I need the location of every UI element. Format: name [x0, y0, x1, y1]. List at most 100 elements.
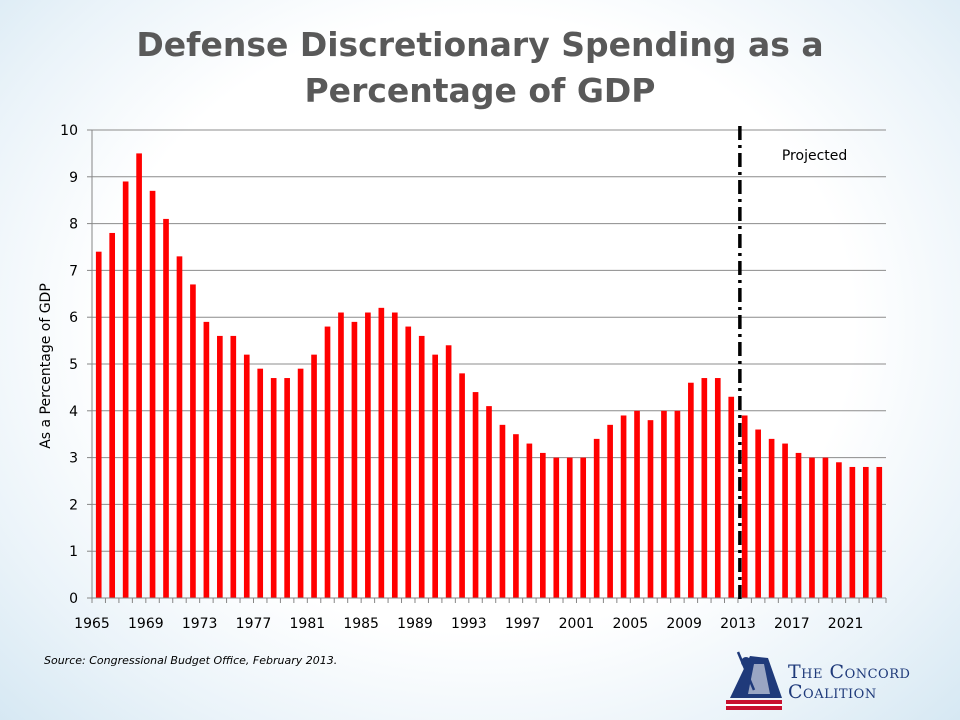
bar-1971 — [176, 256, 183, 598]
x-tick-label: 2009 — [666, 616, 702, 632]
bar-1992 — [459, 373, 465, 598]
minuteman-emblem-icon — [726, 651, 782, 710]
y-tick-label: 5 — [69, 357, 78, 373]
bar-1993 — [472, 392, 479, 598]
x-tick-label: 1993 — [451, 616, 487, 632]
bar-2002 — [593, 438, 600, 598]
bar-2015 — [768, 438, 775, 598]
bar-2011 — [714, 378, 721, 598]
bar-1969 — [149, 190, 156, 598]
x-tick-label: 1989 — [397, 616, 433, 632]
bar-1966 — [109, 232, 116, 598]
chart-title: Defense Discretionary Spending as a Perc… — [0, 22, 960, 114]
x-tick-label: 2013 — [720, 616, 756, 632]
x-tick-label: 2017 — [774, 616, 810, 632]
bar-1979 — [284, 378, 290, 598]
bar-1995 — [499, 424, 506, 598]
bar-2000 — [566, 457, 573, 598]
bar-2012 — [728, 396, 735, 598]
logo-line-2: Coalition — [788, 681, 877, 703]
bar-1996 — [513, 434, 519, 598]
bar-1980 — [297, 368, 304, 598]
y-tick-label: 1 — [69, 544, 78, 560]
bar-1981 — [311, 354, 317, 598]
bar-1985 — [365, 312, 371, 598]
bar-2017 — [795, 452, 802, 598]
bar-2007 — [661, 410, 667, 598]
bar-1983 — [338, 312, 344, 598]
bar-2020 — [836, 462, 842, 598]
y-tick-label: 4 — [69, 404, 78, 420]
x-tick-label: 2005 — [612, 616, 648, 632]
y-axis-ticks: 0 1 2 3 4 5 6 7 8 9 10 — [60, 123, 92, 607]
bar-1973 — [203, 321, 210, 598]
y-tick-label: 8 — [69, 217, 78, 233]
bar-1976 — [243, 354, 250, 598]
y-tick-label: 10 — [60, 123, 78, 139]
bar-1972 — [190, 284, 196, 598]
bar-1982 — [324, 326, 331, 598]
bar-1965 — [95, 251, 102, 598]
y-tick-label: 6 — [69, 310, 78, 326]
bar-2021 — [849, 466, 856, 598]
bar-2013 — [741, 415, 748, 598]
axes — [91, 130, 886, 599]
bar-1997 — [526, 443, 533, 598]
bar-1975 — [230, 335, 237, 598]
bar-2001 — [580, 457, 587, 598]
chart-title-line-2: Percentage of GDP — [304, 71, 656, 110]
bar-2010 — [701, 378, 708, 598]
bar-1987 — [391, 312, 398, 598]
bar-1968 — [136, 153, 142, 598]
logo-line-1: The Concord — [788, 661, 911, 683]
x-tick-label: 2001 — [559, 616, 595, 632]
bar-2014 — [755, 429, 761, 598]
bar-1999 — [553, 457, 560, 598]
logo-wordmark: The Concord Coalition — [788, 662, 910, 702]
bar-2005 — [634, 410, 640, 598]
projected-label: Projected — [782, 148, 847, 164]
bars — [95, 153, 883, 599]
bar-2023 — [876, 466, 883, 598]
x-tick-label: 1973 — [182, 616, 218, 632]
x-axis-ticks: 1965 1969 1973 1977 1981 1985 1989 1993 1997 2001… — [74, 598, 887, 632]
chart-title-line-1: Defense Discretionary Spending as a — [136, 25, 824, 64]
bar-2018 — [809, 457, 815, 598]
bar-1990 — [432, 354, 438, 598]
x-tick-label: 1965 — [74, 616, 110, 632]
bar-1986 — [378, 307, 385, 598]
bar-2016 — [782, 443, 788, 598]
x-tick-label: 1977 — [236, 616, 272, 632]
y-tick-label: 3 — [69, 451, 78, 467]
source-note: Source: Congressional Budget Office, Feb… — [44, 654, 338, 667]
bar-2019 — [822, 457, 829, 598]
bar-1970 — [163, 218, 169, 599]
bar-1984 — [351, 321, 358, 598]
x-tick-label: 2021 — [828, 616, 864, 632]
bar-1989 — [418, 335, 425, 598]
bar-2008 — [674, 410, 681, 598]
bar-2004 — [620, 415, 627, 598]
x-tick-label: 1969 — [128, 616, 164, 632]
bar-2022 — [862, 466, 869, 598]
bar-1974 — [217, 335, 223, 598]
concord-coalition-logo: The Concord Coalition — [724, 650, 944, 712]
x-tick-label: 1997 — [505, 616, 541, 632]
bar-1994 — [486, 406, 492, 598]
y-tick-label: 7 — [69, 263, 78, 279]
y-tick-label: 2 — [69, 497, 78, 513]
x-tick-label: 1985 — [343, 616, 379, 632]
bar-1998 — [540, 452, 546, 598]
x-tick-label: 1981 — [290, 616, 326, 632]
bar-2009 — [688, 382, 694, 598]
bar-1967 — [122, 181, 129, 599]
bar-1978 — [270, 378, 277, 598]
bar-1991 — [445, 345, 452, 598]
y-tick-label: 9 — [69, 170, 78, 186]
bar-2003 — [607, 424, 613, 598]
bar-1977 — [257, 368, 264, 598]
bar-2006 — [647, 420, 654, 598]
y-tick-label: 0 — [69, 591, 78, 607]
bar-1988 — [405, 326, 412, 598]
